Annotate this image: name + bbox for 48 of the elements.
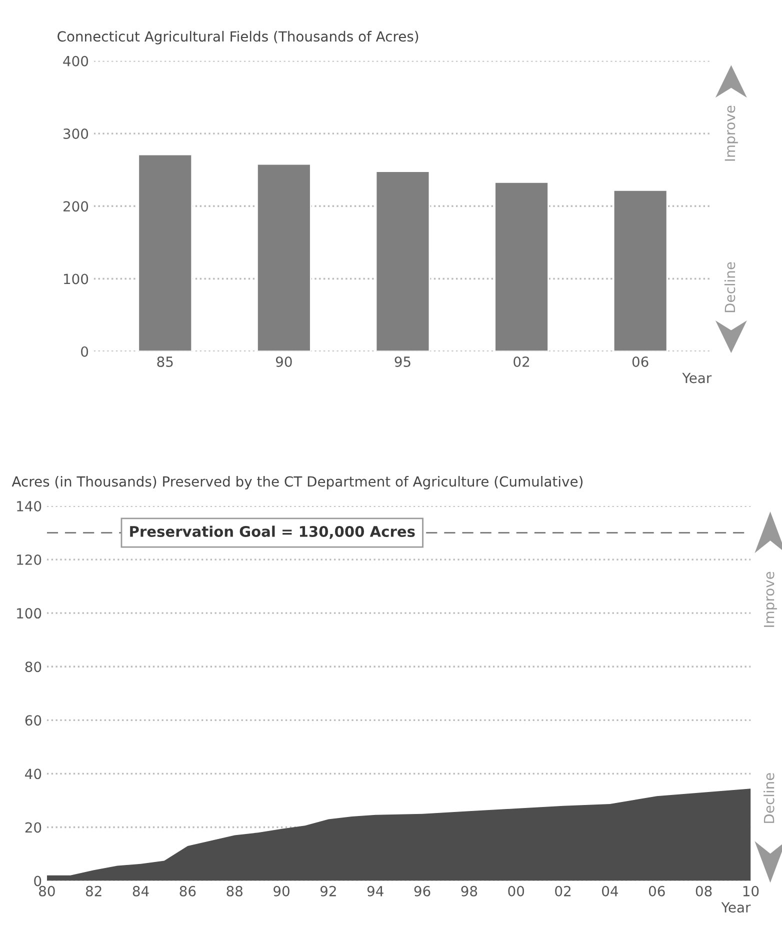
y-tick-label: 0 xyxy=(81,346,88,357)
x-axis-title: Year xyxy=(721,902,751,913)
x-tick-label: 10 xyxy=(743,886,759,896)
x-axis-title: Year xyxy=(682,372,712,384)
y-tick-label: 0 xyxy=(34,876,42,886)
x-tick-label: 00 xyxy=(508,886,524,896)
bar xyxy=(375,170,430,352)
x-tick-label: 06 xyxy=(632,356,648,367)
y-tick-label: 40 xyxy=(25,768,42,780)
x-tick-label: 84 xyxy=(132,886,149,896)
text: Decline xyxy=(724,262,736,312)
x-tick-label: 88 xyxy=(226,886,242,896)
chart-title: Connecticut Agricultural Fields (Thousands of Acres) xyxy=(58,30,418,44)
chart-title: Acres (in Thousands) Preserved by the CT Department of Agriculture (Cumulative) xyxy=(12,476,583,490)
y-tick-label: 200 xyxy=(63,201,88,212)
x-tick-label: 02 xyxy=(555,886,570,896)
x-tick-label: 96 xyxy=(414,886,430,896)
x-tick-label: 90 xyxy=(274,886,290,896)
text: Decline xyxy=(764,773,774,823)
y-tick-label: 100 xyxy=(64,274,88,284)
y-tick-label: 60 xyxy=(25,715,42,726)
x-tick-label: 04 xyxy=(602,886,618,896)
x-tick-label: 82 xyxy=(86,886,102,896)
x-tick-label: 85 xyxy=(157,356,173,367)
x-tick-label: 94 xyxy=(367,886,384,896)
x-tick-label: 86 xyxy=(180,886,196,896)
x-tick-label: 98 xyxy=(461,886,478,896)
text: Improve xyxy=(764,572,777,627)
x-tick-label: 90 xyxy=(276,356,292,367)
bar xyxy=(138,154,193,352)
text: Improve xyxy=(724,106,738,161)
y-tick-label: 20 xyxy=(25,822,42,833)
x-tick-label: 02 xyxy=(514,356,529,367)
y-tick-label: 140 xyxy=(17,500,42,512)
y-tick-label: 300 xyxy=(64,128,88,139)
y-tick-label: 100 xyxy=(17,608,42,619)
x-tick-label: 92 xyxy=(320,886,336,896)
bar xyxy=(256,163,312,352)
x-tick-label: 95 xyxy=(394,356,410,367)
x-tick-label: 08 xyxy=(696,886,712,896)
x-tick-label: 06 xyxy=(648,886,665,896)
x-tick-label: 80 xyxy=(39,886,55,896)
ref-line-label: Preservation Goal = 130,000 Acres xyxy=(130,526,415,539)
y-tick-label: 80 xyxy=(25,662,42,672)
bar xyxy=(612,189,668,352)
bar xyxy=(494,181,549,352)
y-tick-label: 120 xyxy=(17,554,42,565)
y-tick-label: 400 xyxy=(63,56,88,66)
